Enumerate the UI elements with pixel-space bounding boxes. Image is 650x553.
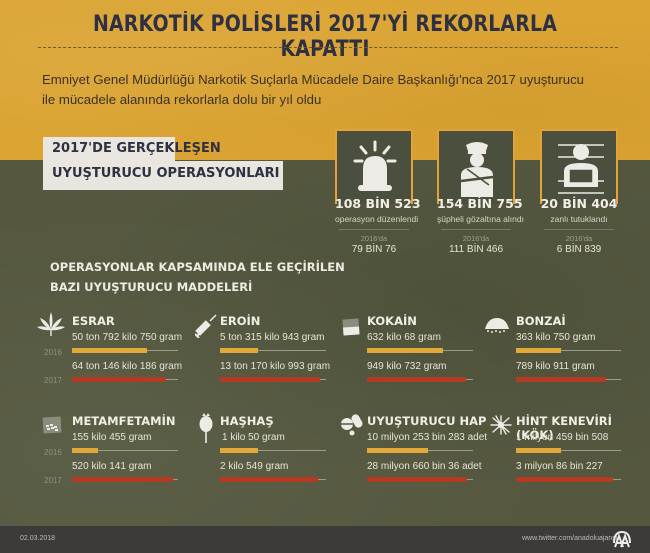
- stat-operations: 108 BİN 523 operasyon düzenlendi 2016'da…: [335, 129, 421, 255]
- stat-prev-label: 2016'da: [565, 234, 593, 243]
- drug-name: HAŞHAŞ: [220, 414, 274, 428]
- bar-2016: [516, 348, 561, 353]
- stat-divider: [441, 229, 511, 230]
- value-2016: 50 ton 792 kilo 750 gram: [72, 332, 183, 343]
- syringe-icon: [195, 314, 217, 338]
- pills-icon: [341, 414, 363, 436]
- drug-name: EROİN: [220, 314, 261, 328]
- intro-line-1: Emniyet Genel Müdürlüğü Narkotik Suçlarl…: [42, 72, 585, 87]
- poppy-pod-icon: [199, 413, 213, 443]
- bar-2017: [516, 377, 606, 382]
- bar-2017: [220, 377, 320, 382]
- stat-prev-value: 111 BİN 466: [448, 244, 504, 255]
- value-2016: 1 kilo 50 gram: [222, 432, 285, 443]
- siren-icon: [353, 140, 397, 191]
- stat-box: [540, 129, 618, 204]
- bar-track: [72, 450, 178, 451]
- bar-2016: [72, 348, 147, 353]
- stat-description: şüpheli gözaltına alındı: [437, 214, 524, 224]
- year-label-2016: 2016: [44, 348, 62, 357]
- value-2017: 520 kilo 141 gram: [72, 461, 152, 472]
- header-band: [0, 0, 650, 160]
- mugshot-prisoner-icon: [558, 144, 604, 194]
- value-2016: 10 milyon 253 bin 283 adet: [367, 432, 488, 443]
- stat-value: 108 BİN 523: [335, 196, 421, 211]
- anadolu-agency-logo-icon: [613, 530, 631, 548]
- intro-text: Emniyet Genel Müdürlüğü Narkotik Suçlarl…: [42, 70, 622, 110]
- seized-title-line-1: OPERASYONLAR KAPSAMINDA ELE GEÇİRİLEN: [50, 260, 345, 274]
- drug-name: METAMFETAMİN: [72, 414, 176, 428]
- bar-2017: [516, 477, 613, 482]
- bar-2016: [367, 348, 443, 353]
- content-band: [0, 160, 650, 526]
- bar-2017: [367, 477, 467, 482]
- stat-value: 20 BİN 404: [540, 196, 618, 211]
- police-officer-icon: [460, 142, 494, 197]
- value-2016: 155 kilo 455 gram: [72, 432, 152, 443]
- seized-title-line-2: BAZI UYUŞTURUCU MADDELERİ: [50, 280, 253, 294]
- value-2017: 2 kilo 549 gram: [220, 461, 289, 472]
- bar-2016: [72, 448, 98, 453]
- value-2016: 5 ton 315 kilo 943 gram: [220, 332, 325, 343]
- publish-date: 02.03.2018: [20, 535, 56, 542]
- stat-prev-value: 79 BİN 76: [351, 244, 397, 255]
- stat-box: [335, 129, 413, 204]
- drug-name: KOKAİN: [367, 314, 417, 328]
- stat-box: [437, 129, 515, 204]
- stat-arrested: 20 BİN 404 zanlı tutuklandı 2016'da 6 Bİ…: [540, 129, 618, 255]
- crystal-bag-icon: [42, 416, 62, 434]
- stat-value: 154 BİN 755: [437, 196, 523, 211]
- drug-name: ESRAR: [72, 314, 115, 328]
- section-label-bg-bottom: [43, 161, 283, 190]
- stat-description: zanlı tutuklandı: [550, 214, 608, 224]
- bar-track: [220, 350, 326, 351]
- stat-description: operasyon düzenlendi: [335, 214, 419, 224]
- value-2017: 789 kilo 911 gram: [516, 361, 595, 372]
- value-2017: 3 milyon 86 bin 227: [516, 461, 603, 472]
- stat-divider: [339, 229, 409, 230]
- title-divider: [38, 47, 618, 48]
- hemp-root-icon: [490, 415, 512, 435]
- drug-name: HİNT KENEVİRİ (KÖK): [516, 414, 612, 442]
- page-title: NARKOTİK POLİSLERİ 2017'Yİ REKORLARLA KA…: [92, 12, 558, 62]
- bar-2017: [72, 477, 173, 482]
- stat-divider: [544, 229, 614, 230]
- year-label-2017: 2017: [44, 476, 62, 485]
- bar-track: [516, 450, 621, 451]
- drug-name: BONZAİ: [516, 314, 566, 328]
- stat-prev-value: 6 BİN 839: [556, 244, 602, 255]
- drug-name: UYUŞTURUCU HAP: [367, 414, 487, 428]
- bar-track: [516, 350, 621, 351]
- stat-prev-label: 2016'da: [360, 234, 388, 243]
- year-label-2016: 2016: [44, 448, 62, 457]
- bar-2016: [220, 348, 258, 353]
- seized-section-title: OPERASYONLAR KAPSAMINDA ELE GEÇİRİLEN BA…: [50, 257, 345, 297]
- bar-2017: [220, 477, 318, 482]
- value-2016: 632 kilo 68 gram: [367, 332, 441, 343]
- value-2016: 363 kilo 750 gram: [516, 332, 596, 343]
- cocaine-block-icon: [342, 318, 360, 336]
- bar-2017: [72, 377, 166, 382]
- section-label-line-1: 2017'DE GERÇEKLEŞEN: [52, 141, 221, 156]
- year-label-2017: 2017: [44, 376, 62, 385]
- value-2017: 13 ton 170 kilo 993 gram: [220, 361, 331, 372]
- section-label-bg-top: [43, 137, 175, 163]
- value-2017: 28 milyon 660 bin 36 adet: [367, 461, 482, 472]
- intro-line-2: ile mücadele alanında rekorlarla dolu bi…: [42, 92, 322, 107]
- footer-bar: [0, 526, 650, 553]
- value-2017: 949 kilo 732 gram: [367, 361, 447, 372]
- bar-2016: [367, 448, 428, 453]
- stat-prev-label: 2016'da: [462, 234, 490, 243]
- bar-2016: [220, 448, 258, 453]
- twitter-link[interactable]: www.twitter.com/anadoluajansi/: [522, 535, 620, 542]
- value-2017: 64 ton 146 kilo 186 gram: [72, 361, 183, 372]
- value-2016: 1 milyon 459 bin 508: [516, 432, 609, 443]
- powder-pile-icon: [485, 318, 509, 333]
- section-label-line-2: UYUŞTURUCU OPERASYONLARI: [52, 166, 280, 181]
- bar-2016: [516, 448, 561, 453]
- bar-2017: [367, 377, 466, 382]
- cannabis-leaf-icon: [37, 312, 65, 336]
- bar-track: [220, 450, 326, 451]
- stat-detained: 154 BİN 755 şüpheli gözaltına alındı 201…: [437, 129, 524, 255]
